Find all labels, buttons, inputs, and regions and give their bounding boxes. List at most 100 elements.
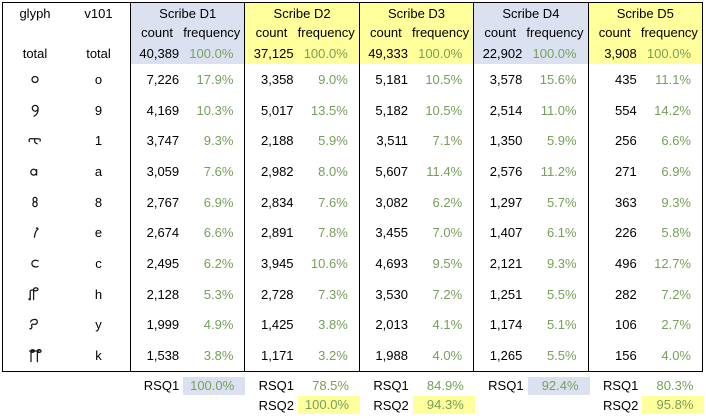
count-cell: 271 (615, 163, 637, 179)
frequency-cell: 3.8% (318, 317, 348, 333)
frequency-header: frequency (526, 25, 584, 40)
count-cell: 2,674 (146, 225, 180, 241)
frequency-cell: 5.7% (546, 194, 577, 210)
frequency-cell: 9.3% (203, 133, 234, 149)
rsq1-value: 100.0% (183, 376, 246, 395)
frequency-cell: 5.9% (318, 133, 348, 149)
v101-code: e (94, 225, 103, 241)
frequency-cell: 7.0% (432, 225, 463, 241)
v101-code: h (94, 286, 103, 302)
count-cell: 4,693 (375, 255, 408, 271)
rsq2-value (528, 404, 590, 407)
table-row: o 7,226 17.9% 3,358 9.0% 5,181 10.5% 3,578 1… (3, 64, 702, 95)
count-cell: 156 (615, 348, 637, 364)
frequency-cell: 9.3% (661, 194, 691, 210)
rsq2-value: 100.0% (297, 396, 360, 415)
frequency-cell: 6.1% (546, 225, 577, 241)
total-count-cell: 37,125 (253, 45, 294, 61)
frequency-cell: 6.2% (432, 194, 463, 210)
scribe-d2-header: Scribe D2 (244, 3, 359, 23)
frequency-cell: 4.0% (661, 348, 691, 364)
v101-code: y (95, 317, 102, 333)
total-frequency-cell: 100.0% (189, 45, 234, 61)
total-count-cell: 3,908 (604, 45, 637, 61)
scribe-d5-header: Scribe D5 (587, 3, 702, 23)
frequency-cell: 5.8% (661, 225, 691, 241)
frequency-cell: 7.6% (318, 194, 348, 210)
voynich-glyph-8-icon (32, 196, 38, 208)
rsq1-label: RSQ1 (258, 378, 294, 394)
rsq-footer: RSQ1 100.0% RSQ1 78.5% RSQ1 84.9% RSQ1 92.4%… (3, 376, 705, 415)
frequency-cell: 6.9% (661, 163, 691, 179)
count-cell: 256 (615, 133, 637, 149)
count-cell: 3,530 (375, 286, 408, 302)
frequency-cell: 7.2% (661, 286, 691, 302)
count-header: count (598, 25, 631, 40)
voynich-glyph-a-icon (30, 169, 38, 177)
total-count-cell: 40,389 (139, 45, 180, 61)
frequency-cell: 5.9% (546, 133, 577, 149)
table-row: h 2,128 5.3% 2,728 7.3% 3,530 7.2% 1,251 5.5… (3, 278, 702, 310)
voynich-glyph-ch-icon (28, 137, 42, 145)
count-cell: 2,891 (261, 225, 294, 241)
v101-code: k (95, 348, 102, 364)
table-row: e 2,674 6.6% 2,891 7.8% 3,455 7.0% 1,407 6.1… (3, 217, 702, 249)
count-cell: 1,407 (489, 225, 523, 241)
count-cell: 5,607 (375, 163, 408, 179)
frequency-cell: 5.5% (546, 286, 577, 302)
count-cell: 2,982 (261, 163, 294, 179)
frequency-header: frequency (183, 25, 241, 40)
scribe-d3-header: Scribe D3 (358, 3, 474, 23)
table-row: k 1,538 3.8% 1,171 3.2% 1,988 4.0% 1,265 5.5… (3, 340, 702, 371)
table-row: 9 4,169 10.3% 5,017 13.5% 5,182 10.5% 2,514… (3, 94, 702, 126)
table-row: c 2,495 6.2% 3,945 10.6% 4,693 9.5% 2,121 9.… (3, 248, 702, 279)
count-header: count (141, 25, 173, 40)
v101-code: 8 (94, 194, 103, 210)
count-cell: 2,514 (489, 102, 523, 118)
v101-code: 9 (94, 102, 103, 118)
count-cell: 5,181 (375, 71, 408, 87)
v101-code: 1 (94, 133, 103, 149)
total-label: total (86, 45, 111, 61)
count-cell: 1,265 (489, 348, 523, 364)
frequency-cell: 3.8% (203, 348, 234, 364)
rsq1-label: RSQ1 (488, 378, 524, 394)
frequency-cell: 15.6% (539, 71, 577, 87)
table-row: 1 3,747 9.3% 2,188 5.9% 3,511 7.1% 1,350 5.9… (3, 125, 702, 157)
count-cell: 1,174 (489, 317, 523, 333)
count-cell: 3,082 (375, 194, 408, 210)
table-row: a 3,059 7.6% 2,982 8.0% 5,607 11.4% 2,576 11… (3, 156, 702, 187)
total-count-cell: 49,333 (368, 45, 408, 61)
rsq2-label: RSQ2 (373, 397, 409, 413)
frequency-cell: 7.6% (203, 163, 234, 179)
count-cell: 3,945 (261, 255, 294, 271)
rsq1-label: RSQ1 (373, 378, 409, 394)
count-cell: 3,578 (489, 71, 523, 87)
total-frequency-cell: 100.0% (532, 45, 577, 61)
voynich-glyph-e-icon (33, 227, 39, 238)
count-cell: 3,511 (376, 133, 408, 149)
frequency-cell: 14.2% (654, 102, 691, 118)
count-cell: 1,350 (489, 133, 523, 149)
count-cell: 3,059 (146, 163, 180, 179)
count-cell: 1,999 (146, 317, 180, 333)
voynich-glyph-k-icon (28, 348, 42, 362)
frequency-cell: 6.9% (203, 194, 234, 210)
corner-v101-header: v101 (84, 5, 113, 21)
frequency-cell: 11.1% (655, 71, 691, 87)
frequency-header: frequency (412, 25, 470, 40)
scribe-name: Scribe D5 (616, 5, 674, 21)
voynich-glyph-y-icon (29, 318, 38, 330)
frequency-header: frequency (297, 25, 355, 40)
count-cell: 5,182 (375, 102, 408, 118)
frequency-cell: 3.2% (318, 348, 348, 364)
count-cell: 2,121 (489, 255, 523, 271)
voynich-glyph-9-icon (31, 104, 39, 117)
scribe-name: Scribe D4 (502, 5, 560, 21)
count-cell: 2,013 (375, 317, 408, 333)
count-cell: 2,128 (146, 286, 180, 302)
frequency-cell: 11.2% (540, 163, 577, 179)
frequency-cell: 5.3% (203, 286, 234, 302)
count-cell: 2,188 (261, 133, 294, 149)
header-row-scribes: glyph v101 Scribe D1 Scribe D2 Scribe D3… (3, 3, 702, 23)
